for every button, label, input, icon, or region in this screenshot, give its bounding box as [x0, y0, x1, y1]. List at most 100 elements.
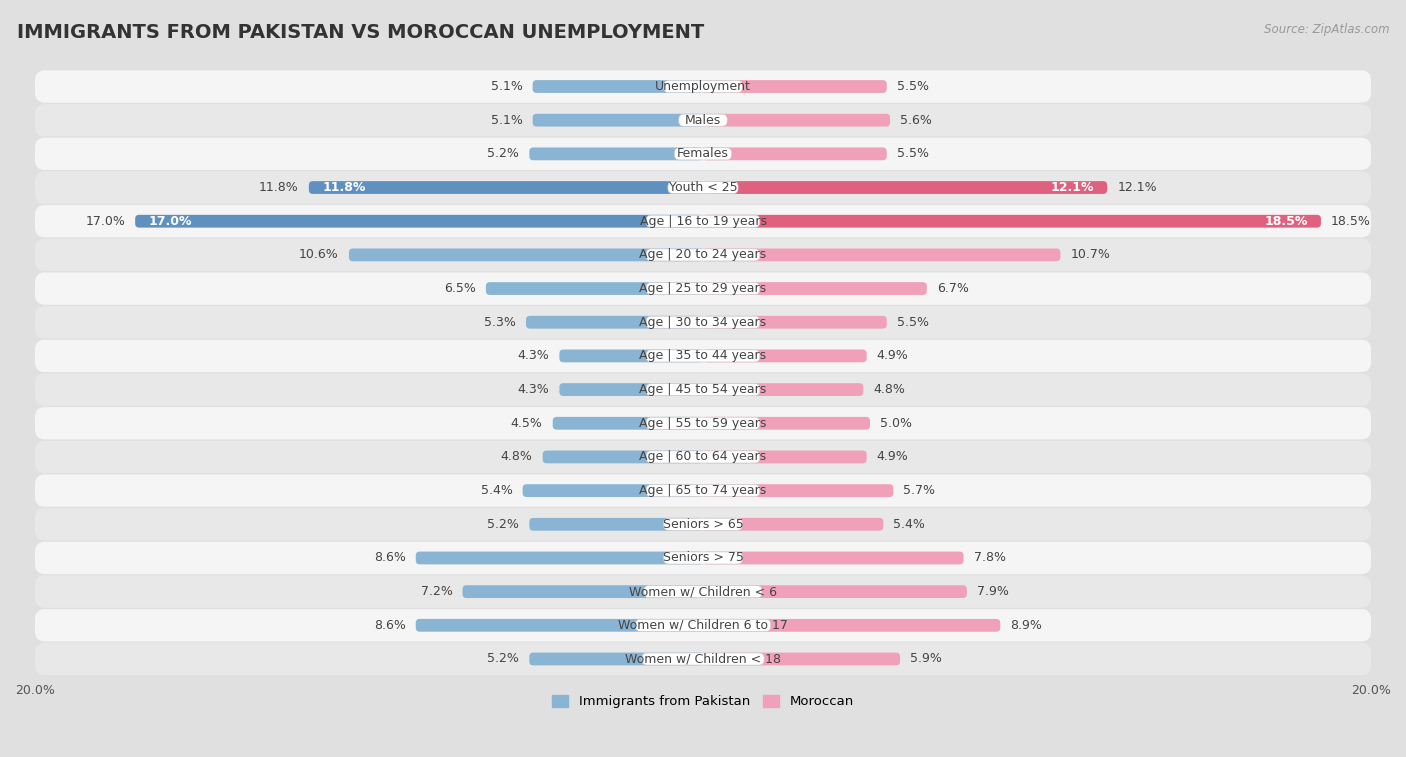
- Text: Age | 16 to 19 years: Age | 16 to 19 years: [640, 215, 766, 228]
- Text: 5.2%: 5.2%: [488, 518, 519, 531]
- FancyBboxPatch shape: [35, 609, 1371, 641]
- Text: Age | 35 to 44 years: Age | 35 to 44 years: [640, 350, 766, 363]
- FancyBboxPatch shape: [647, 282, 759, 294]
- Text: 18.5%: 18.5%: [1264, 215, 1308, 228]
- FancyBboxPatch shape: [703, 450, 866, 463]
- Legend: Immigrants from Pakistan, Moroccan: Immigrants from Pakistan, Moroccan: [547, 690, 859, 714]
- FancyBboxPatch shape: [560, 383, 703, 396]
- FancyBboxPatch shape: [309, 181, 703, 194]
- Text: 10.6%: 10.6%: [299, 248, 339, 261]
- FancyBboxPatch shape: [647, 484, 759, 497]
- Text: 5.5%: 5.5%: [897, 316, 929, 329]
- Text: 8.6%: 8.6%: [374, 618, 406, 632]
- Text: Age | 20 to 24 years: Age | 20 to 24 years: [640, 248, 766, 261]
- FancyBboxPatch shape: [35, 70, 1371, 103]
- Text: 17.0%: 17.0%: [149, 215, 193, 228]
- FancyBboxPatch shape: [679, 114, 727, 126]
- FancyBboxPatch shape: [529, 518, 703, 531]
- FancyBboxPatch shape: [703, 619, 1000, 631]
- FancyBboxPatch shape: [135, 215, 703, 228]
- Text: 10.7%: 10.7%: [1070, 248, 1111, 261]
- FancyBboxPatch shape: [703, 316, 887, 329]
- FancyBboxPatch shape: [647, 316, 759, 329]
- FancyBboxPatch shape: [416, 552, 703, 565]
- FancyBboxPatch shape: [553, 417, 703, 430]
- Text: 5.4%: 5.4%: [481, 484, 513, 497]
- Text: 6.5%: 6.5%: [444, 282, 475, 295]
- Text: Females: Females: [678, 148, 728, 160]
- Text: Unemployment: Unemployment: [655, 80, 751, 93]
- FancyBboxPatch shape: [703, 585, 967, 598]
- FancyBboxPatch shape: [703, 484, 893, 497]
- FancyBboxPatch shape: [35, 306, 1371, 338]
- Text: 18.5%: 18.5%: [1331, 215, 1371, 228]
- Text: 11.8%: 11.8%: [322, 181, 366, 194]
- Text: Youth < 25: Youth < 25: [669, 181, 737, 194]
- FancyBboxPatch shape: [664, 80, 742, 92]
- FancyBboxPatch shape: [703, 383, 863, 396]
- FancyBboxPatch shape: [703, 148, 887, 160]
- FancyBboxPatch shape: [675, 148, 731, 160]
- Text: Age | 60 to 64 years: Age | 60 to 64 years: [640, 450, 766, 463]
- Text: 4.8%: 4.8%: [501, 450, 533, 463]
- Text: 4.9%: 4.9%: [877, 350, 908, 363]
- Text: 7.2%: 7.2%: [420, 585, 453, 598]
- Text: Age | 55 to 59 years: Age | 55 to 59 years: [640, 417, 766, 430]
- FancyBboxPatch shape: [35, 475, 1371, 506]
- FancyBboxPatch shape: [636, 619, 770, 631]
- FancyBboxPatch shape: [703, 248, 1060, 261]
- Text: 5.0%: 5.0%: [880, 417, 912, 430]
- FancyBboxPatch shape: [35, 205, 1371, 238]
- Text: Women w/ Children < 18: Women w/ Children < 18: [626, 653, 780, 665]
- FancyBboxPatch shape: [35, 508, 1371, 540]
- Text: IMMIGRANTS FROM PAKISTAN VS MOROCCAN UNEMPLOYMENT: IMMIGRANTS FROM PAKISTAN VS MOROCCAN UNE…: [17, 23, 704, 42]
- FancyBboxPatch shape: [644, 586, 762, 598]
- Text: Seniors > 65: Seniors > 65: [662, 518, 744, 531]
- FancyBboxPatch shape: [529, 653, 703, 665]
- FancyBboxPatch shape: [703, 552, 963, 565]
- FancyBboxPatch shape: [664, 552, 742, 564]
- FancyBboxPatch shape: [35, 104, 1371, 136]
- FancyBboxPatch shape: [35, 542, 1371, 574]
- FancyBboxPatch shape: [664, 519, 742, 531]
- Text: 5.2%: 5.2%: [488, 148, 519, 160]
- Text: 5.1%: 5.1%: [491, 80, 523, 93]
- Text: Age | 45 to 54 years: Age | 45 to 54 years: [640, 383, 766, 396]
- FancyBboxPatch shape: [543, 450, 703, 463]
- Text: Age | 25 to 29 years: Age | 25 to 29 years: [640, 282, 766, 295]
- Text: 5.1%: 5.1%: [491, 114, 523, 126]
- FancyBboxPatch shape: [35, 340, 1371, 372]
- FancyBboxPatch shape: [647, 417, 759, 429]
- Text: Seniors > 75: Seniors > 75: [662, 551, 744, 565]
- FancyBboxPatch shape: [668, 182, 738, 194]
- FancyBboxPatch shape: [643, 653, 763, 665]
- FancyBboxPatch shape: [35, 373, 1371, 406]
- FancyBboxPatch shape: [647, 350, 759, 362]
- Text: 5.6%: 5.6%: [900, 114, 932, 126]
- Text: 17.0%: 17.0%: [86, 215, 125, 228]
- FancyBboxPatch shape: [647, 451, 759, 463]
- FancyBboxPatch shape: [35, 138, 1371, 170]
- Text: 6.7%: 6.7%: [936, 282, 969, 295]
- FancyBboxPatch shape: [349, 248, 703, 261]
- Text: 5.5%: 5.5%: [897, 148, 929, 160]
- Text: 5.7%: 5.7%: [904, 484, 935, 497]
- FancyBboxPatch shape: [529, 148, 703, 160]
- Text: 4.3%: 4.3%: [517, 383, 550, 396]
- Text: 5.3%: 5.3%: [484, 316, 516, 329]
- Text: 5.5%: 5.5%: [897, 80, 929, 93]
- FancyBboxPatch shape: [703, 181, 1107, 194]
- FancyBboxPatch shape: [703, 282, 927, 295]
- FancyBboxPatch shape: [703, 80, 887, 93]
- Text: Age | 30 to 34 years: Age | 30 to 34 years: [640, 316, 766, 329]
- FancyBboxPatch shape: [416, 619, 703, 631]
- FancyBboxPatch shape: [560, 350, 703, 363]
- FancyBboxPatch shape: [463, 585, 703, 598]
- FancyBboxPatch shape: [35, 273, 1371, 305]
- FancyBboxPatch shape: [35, 575, 1371, 608]
- FancyBboxPatch shape: [703, 350, 866, 363]
- Text: Age | 65 to 74 years: Age | 65 to 74 years: [640, 484, 766, 497]
- Text: 4.3%: 4.3%: [517, 350, 550, 363]
- Text: 4.5%: 4.5%: [510, 417, 543, 430]
- Text: Source: ZipAtlas.com: Source: ZipAtlas.com: [1264, 23, 1389, 36]
